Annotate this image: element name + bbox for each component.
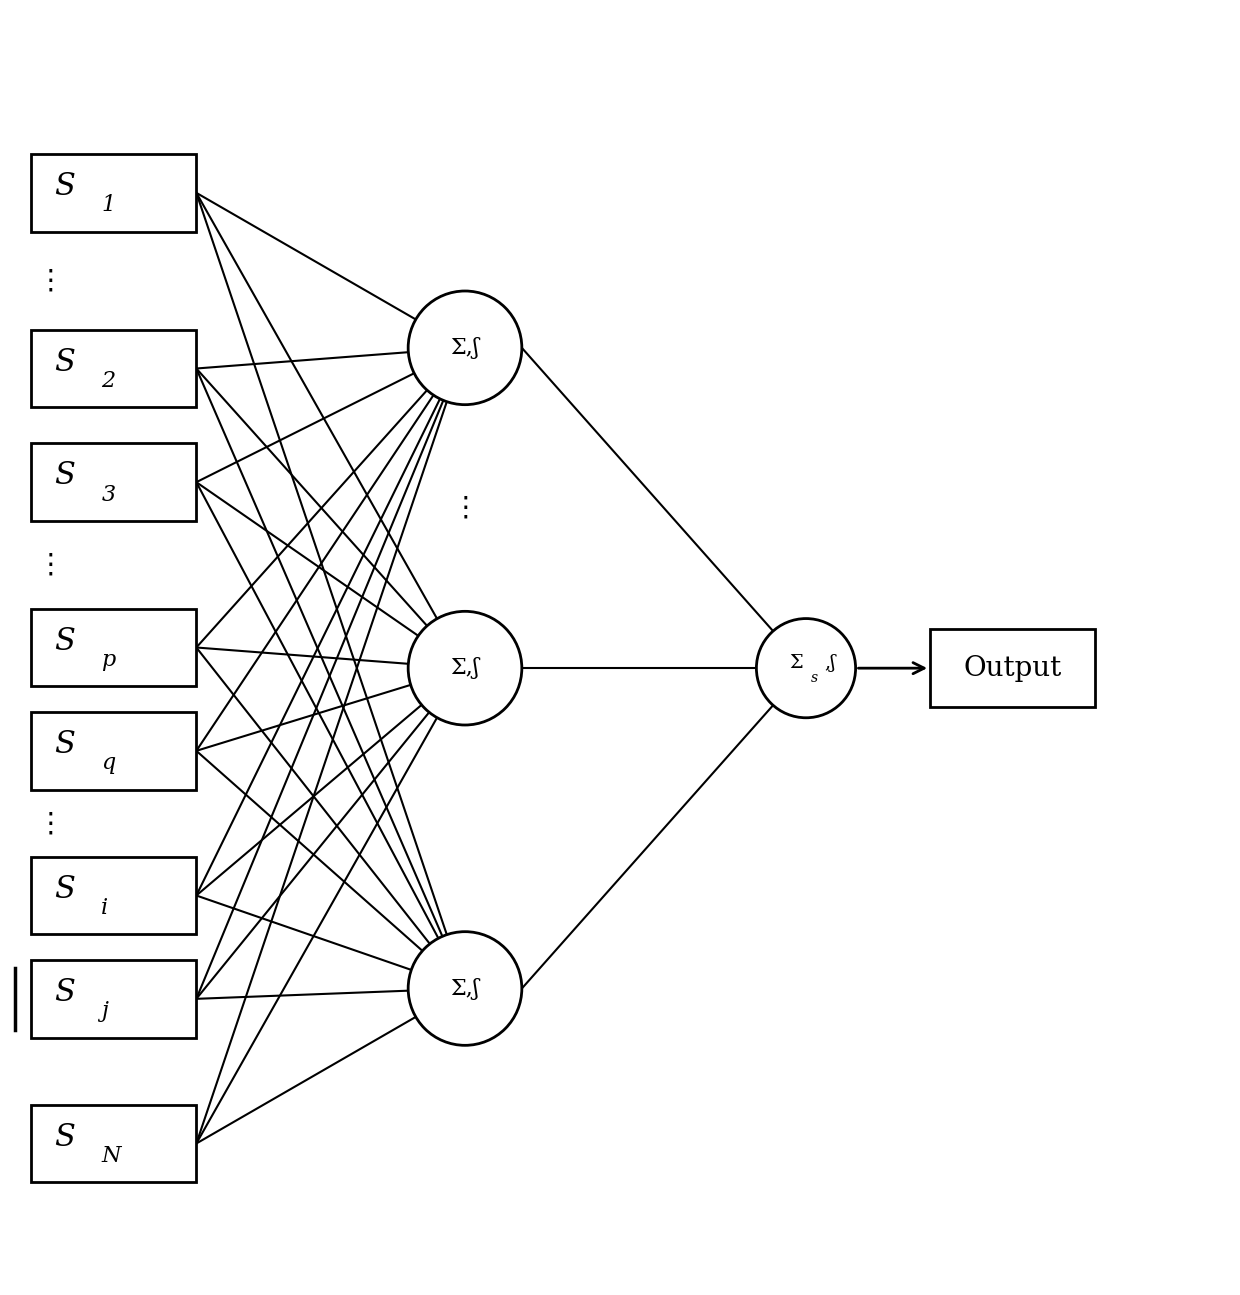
Circle shape <box>408 611 522 725</box>
Text: S: S <box>53 461 74 492</box>
Text: S: S <box>53 1121 74 1153</box>
Text: N: N <box>102 1145 120 1167</box>
Text: S: S <box>53 347 74 378</box>
FancyBboxPatch shape <box>31 154 196 232</box>
FancyBboxPatch shape <box>31 443 196 521</box>
Text: 3: 3 <box>102 483 115 505</box>
Text: s: s <box>811 672 818 685</box>
Text: p: p <box>102 649 115 671</box>
Text: Σ,ʃ: Σ,ʃ <box>450 657 480 679</box>
Text: 2: 2 <box>102 370 115 392</box>
Text: S: S <box>53 625 74 657</box>
FancyBboxPatch shape <box>31 712 196 790</box>
Text: 1: 1 <box>102 194 115 216</box>
Text: ⋮: ⋮ <box>36 550 64 579</box>
Text: i: i <box>102 897 108 919</box>
Text: ⋮: ⋮ <box>36 267 64 295</box>
FancyBboxPatch shape <box>31 330 196 407</box>
Text: ,ʃ: ,ʃ <box>825 654 836 672</box>
Text: S: S <box>53 729 74 760</box>
Text: S: S <box>53 171 74 202</box>
Text: j: j <box>102 1000 108 1022</box>
Circle shape <box>408 931 522 1045</box>
Text: Σ,ʃ: Σ,ʃ <box>450 978 480 1000</box>
FancyBboxPatch shape <box>31 960 196 1037</box>
Text: q: q <box>102 752 115 774</box>
FancyBboxPatch shape <box>930 629 1095 707</box>
Circle shape <box>408 291 522 404</box>
Text: Σ,ʃ: Σ,ʃ <box>450 337 480 359</box>
Circle shape <box>756 619 856 717</box>
FancyBboxPatch shape <box>31 1105 196 1182</box>
Text: Output: Output <box>963 655 1061 681</box>
Text: S: S <box>53 978 74 1008</box>
FancyBboxPatch shape <box>31 857 196 934</box>
Text: ⋮: ⋮ <box>451 493 479 522</box>
FancyBboxPatch shape <box>31 609 196 686</box>
Text: S: S <box>53 874 74 905</box>
Text: Σ: Σ <box>789 654 802 672</box>
Text: ⋮: ⋮ <box>36 809 64 837</box>
